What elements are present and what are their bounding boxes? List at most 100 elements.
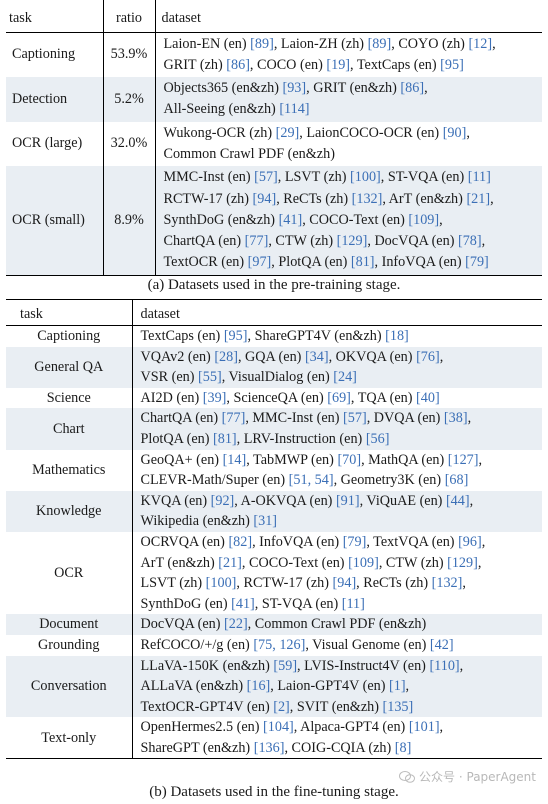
citation-ref: [81] [350, 254, 375, 271]
citation-ref: [86] [226, 56, 250, 73]
dataset-line: ChartQA (en) [77], MMC-Inst (en) [57], D… [141, 408, 543, 429]
pretrain-header-task: task [6, 0, 103, 33]
pretrain-body: Captioning 53.9% Laion-EN (en) [89], Laion… [6, 32, 543, 276]
citation-ref: [75, 126] [253, 636, 306, 653]
dataset-text: Common Crawl PDF (en&zh) [163, 145, 335, 162]
pretrain-header-dataset: dataset [155, 0, 542, 33]
pretrain-row-ocr-large: OCR (large) 32.0% Wukong-OCR (zh) [29], La… [6, 121, 542, 167]
dataset-line: OCRVQA (en) [82], InfoVQA (en) [79], Tex… [141, 532, 543, 553]
dataset-cell: AI2D (en) [39], ScienceQA (en) [69], TQA… [132, 388, 542, 409]
finetune-row-mathematics: Mathematics GeoQA+ (en) [14], TabMWP (en)… [6, 449, 543, 491]
citation-ref: [90] [442, 124, 467, 141]
task-cell: Document [6, 614, 133, 635]
citation-ref: [51, 54] [288, 472, 334, 489]
dataset-text: , TabMWP (en) [246, 451, 338, 468]
dataset-text: TextOCR-GPT4V (en) [140, 698, 274, 715]
citation-ref: [135] [382, 698, 414, 715]
citation-ref: [70] [337, 451, 362, 468]
dataset-text: , [492, 35, 496, 52]
dataset-cell: Wukong-OCR (zh) [29], LaionCOCO-OCR (en)… [155, 122, 542, 167]
citation-ref: [77] [221, 410, 246, 427]
dataset-line: GeoQA+ (en) [14], TabMWP (en) [70], Math… [141, 450, 543, 471]
dataset-text: PlotQA (en) [140, 430, 214, 447]
dataset-text: SynthDoG (en) [140, 595, 232, 612]
finetune-row-general-qa: General QA VQAv2 (en) [28], GQA (en) [34]… [6, 346, 542, 388]
dataset-text: OpenHermes2.5 (en) [140, 719, 264, 736]
citation-ref: [2] [273, 698, 290, 715]
finetune-row-captioning: Captioning TextCaps (en) [95], ShareGPT4V… [6, 325, 542, 347]
dataset-line: LLaVA-150K (en&zh) [59], LVIS-Instruct4V… [141, 656, 543, 677]
citation-ref: [94] [252, 190, 277, 207]
dataset-text: , ShareGPT4V (en&zh) [247, 328, 386, 344]
ratio-cell: 5.2% [102, 77, 156, 122]
task-cell: Conversation [6, 655, 133, 718]
dataset-text: , [439, 211, 443, 228]
dataset-text: , VisualDialog (en) [221, 369, 334, 386]
dataset-text: , CTW (zh) [378, 554, 448, 571]
citation-ref: [95] [223, 328, 248, 344]
pretrain-row-detection: Detection 5.2% Objects365 (en&zh) [93], GR… [6, 77, 542, 122]
dataset-text: , [439, 719, 444, 736]
dataset-text: ArT (en&zh) [140, 554, 219, 571]
dataset-text: TextCaps (en) [140, 328, 224, 344]
dataset-text: , TQA (en) [350, 389, 417, 406]
citation-ref: [11] [341, 595, 365, 612]
finetune-row-document: Document DocVQA (en) [22], Common Crawl P… [6, 614, 542, 635]
dataset-cell: MMC-Inst (en) [57], LSVT (zh) [100], ST-… [155, 166, 543, 276]
dataset-line: Wikipedia (en&zh) [31] [141, 511, 543, 532]
citation-ref: [114] [279, 101, 310, 118]
dataset-text: AI2D (en) [140, 389, 203, 406]
citation-ref: [77] [244, 233, 269, 250]
citation-ref: [44] [445, 492, 470, 509]
dataset-text: , GRIT (en&zh) [306, 80, 401, 97]
dataset-text: , PlotQA (en) [271, 254, 351, 271]
dataset-text: Wikipedia (en&zh) [140, 513, 254, 530]
dataset-text: , Common Crawl PDF (en&zh) [247, 616, 427, 633]
citation-ref: [21] [466, 190, 491, 207]
dataset-cell: VQAv2 (en) [28], GQA (en) [34], OKVQA (e… [132, 346, 542, 388]
citation-ref: [41] [231, 595, 255, 612]
citation-ref: [109] [408, 211, 440, 228]
citation-ref: [86] [400, 80, 425, 97]
dataset-text: , [477, 554, 482, 571]
finetune-caption: (b) Datasets used in the fine-tuning sta… [149, 784, 399, 800]
dataset-text: , ST-VQA (en) [254, 595, 342, 612]
dataset-text: , ReCTs (zh) [276, 190, 352, 207]
citation-ref: [19] [326, 56, 351, 73]
citation-ref: [57] [343, 410, 367, 427]
dataset-line: OpenHermes2.5 (en) [104], Alpaca-GPT4 (e… [141, 717, 543, 738]
citation-ref: [42] [429, 636, 454, 653]
dataset-text: GeoQA+ (en) [140, 451, 223, 468]
citation-ref: [91] [335, 492, 360, 509]
wechat-icon [399, 770, 416, 783]
ratio-cell: 8.9% [102, 166, 156, 276]
dataset-text: , ViQuAE (en) [359, 492, 446, 509]
citation-ref: [100] [350, 169, 381, 186]
dataset-text: , COCO (en) [249, 56, 327, 73]
dataset-text: , [466, 124, 470, 141]
finetune-row-ocr: OCR OCRVQA (en) [82], InfoVQA (en) [79], … [6, 531, 543, 615]
dataset-text: , [459, 657, 464, 674]
dataset-line: AI2D (en) [39], ScienceQA (en) [69], TQA… [141, 388, 543, 409]
citation-ref: [22] [224, 616, 248, 633]
dataset-text: , SVIT (en&zh) [289, 698, 383, 715]
dataset-text: , Visual Genome (en) [305, 636, 430, 653]
citation-ref: [41] [278, 211, 303, 228]
pretrain-row-captioning: Captioning 53.9% Laion-EN (en) [89], Laion… [6, 32, 543, 78]
dataset-line: LSVT (zh) [100], RCTW-17 (zh) [94], ReCT… [141, 573, 543, 594]
dataset-text: All-Seeing (en&zh) [163, 101, 280, 118]
citation-ref: [109] [348, 554, 379, 571]
dataset-text: , COCO-Text (en) [241, 554, 349, 571]
task-cell: Text-only [6, 717, 133, 760]
citation-ref: [79] [465, 254, 489, 271]
dataset-line: Objects365 (en&zh) [93], GRIT (en&zh) [8… [164, 78, 543, 99]
dataset-line: GRIT (zh) [86], COCO (en) [19], TextCaps… [164, 55, 543, 76]
citation-ref: [14] [222, 451, 247, 468]
dataset-text: , [405, 678, 410, 695]
citation-ref: [97] [247, 254, 272, 271]
dataset-text: ALLaVA (en&zh) [140, 678, 247, 695]
citation-ref: [129] [336, 233, 368, 250]
dataset-line: TextOCR (en) [97], PlotQA (en) [81], Inf… [164, 252, 543, 273]
citation-ref: [82] [228, 533, 253, 550]
finetune-table: task dataset Captioning TextCaps (en) [95… [6, 299, 543, 760]
